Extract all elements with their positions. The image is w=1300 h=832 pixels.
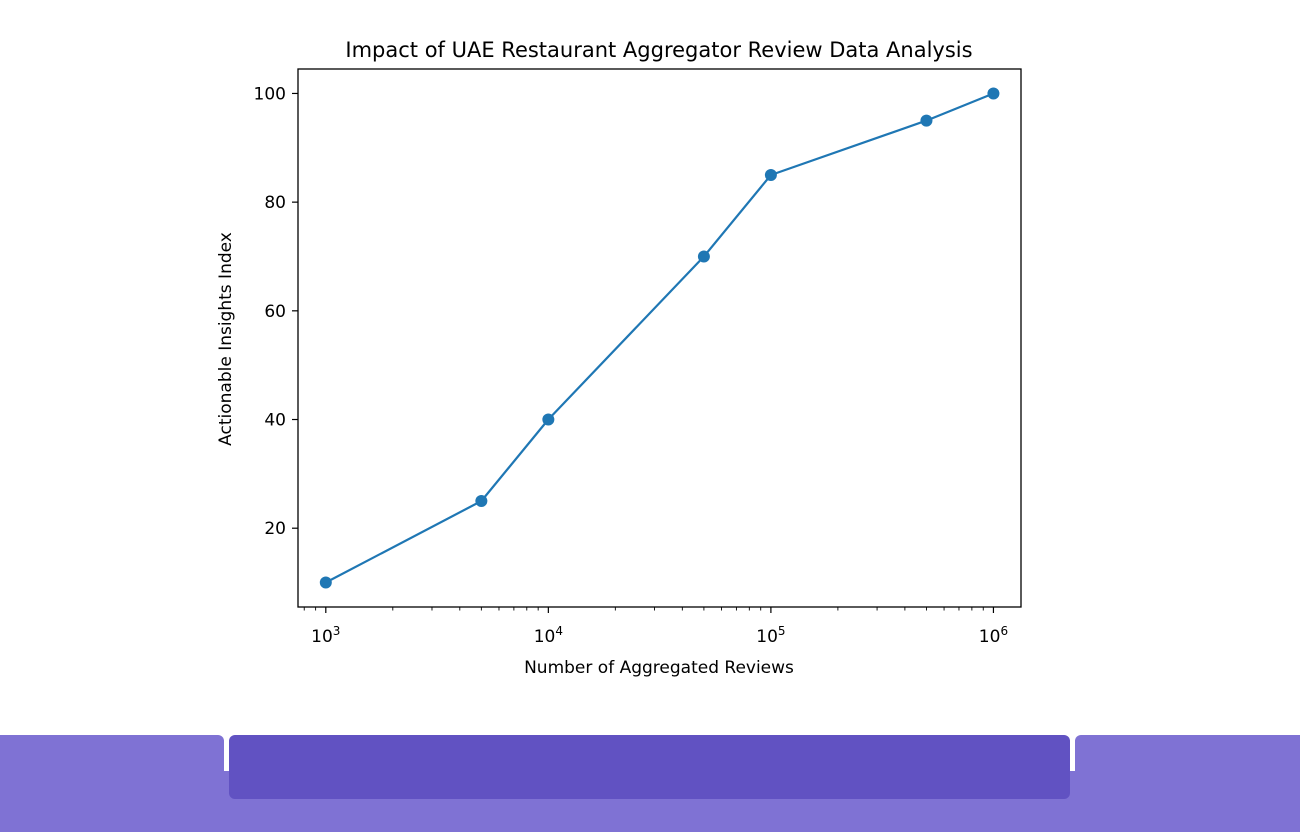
y-tick-label: 80	[264, 193, 286, 213]
data-series	[319, 87, 1000, 589]
x-axis-label: Number of Aggregated Reviews	[524, 658, 794, 678]
x-axis-ticks: 103 104 105 106	[303, 607, 1008, 647]
chart-title: Impact of UAE Restaurant Aggregator Revi…	[345, 38, 972, 62]
bottom-bar-right-panel	[1075, 735, 1300, 832]
y-tick-label: 100	[254, 84, 286, 104]
y-axis-label: Actionable Insights Index	[216, 232, 236, 446]
y-tick-label: 20	[264, 519, 286, 539]
data-point-marker	[542, 413, 555, 426]
x-tick-label: 103	[311, 624, 340, 647]
x-tick-label: 104	[534, 624, 563, 647]
plot-frame	[297, 68, 1022, 608]
bottom-bar-center-panel	[229, 735, 1070, 799]
data-point-marker	[475, 495, 488, 508]
series-line	[325, 92, 994, 584]
data-point-marker	[920, 114, 933, 127]
data-point-marker	[697, 250, 710, 263]
line-chart: Impact of UAE Restaurant Aggregator Revi…	[216, 38, 1022, 678]
x-tick-label: 106	[979, 624, 1008, 647]
data-point-marker	[987, 87, 1000, 100]
data-point-marker	[764, 168, 777, 181]
bottom-bar-left-panel	[0, 735, 224, 832]
y-tick-label: 40	[264, 411, 286, 431]
plot-area	[297, 68, 1022, 608]
y-tick-label: 60	[264, 302, 286, 322]
data-point-marker	[319, 576, 332, 589]
y-axis-ticks: 20 40 60 80 100	[254, 84, 298, 539]
x-tick-label: 105	[756, 624, 785, 647]
